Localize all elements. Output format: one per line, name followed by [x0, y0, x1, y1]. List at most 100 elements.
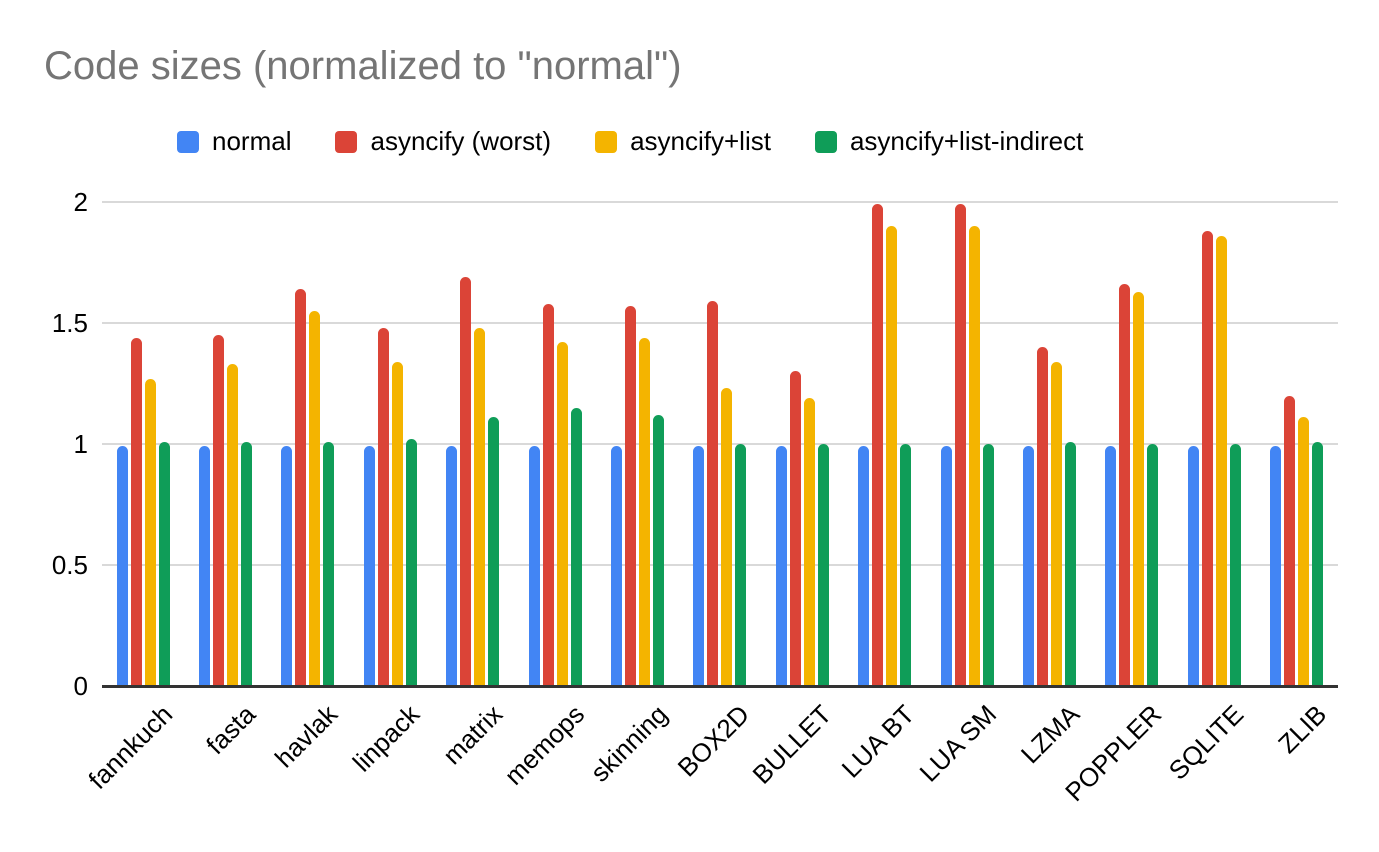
gridline-1-5 — [102, 322, 1338, 324]
legend-item-asyncify-worst[interactable]: asyncify (worst) — [335, 126, 551, 157]
x-axis-label-bullet: BULLET — [746, 699, 838, 790]
x-axis-label-havlak: havlak — [268, 699, 344, 774]
bar-normal-bullet[interactable] — [775, 446, 787, 686]
bar-asyncify-worst-fannkuch[interactable] — [130, 338, 142, 686]
x-axis-label-lua-sm: LUA SM — [913, 699, 1003, 788]
bar-asyncify-list-box2d[interactable] — [721, 388, 733, 686]
bar-normal-linpack[interactable] — [363, 446, 375, 686]
bar-asyncify-worst-bullet[interactable] — [789, 371, 801, 686]
bar-asyncify-worst-lua-bt[interactable] — [872, 204, 884, 686]
bar-normal-sqlite[interactable] — [1187, 446, 1199, 686]
bar-group-sqlite — [1173, 231, 1255, 686]
x-axis-label-box2d: BOX2D — [671, 699, 756, 783]
bar-asyncify-list-zlib[interactable] — [1298, 417, 1310, 686]
bar-group-linpack — [349, 328, 431, 686]
legend-item-asyncify-list[interactable]: asyncify+list — [595, 126, 771, 157]
chart-title: Code sizes (normalized to "normal") — [44, 44, 682, 88]
bar-normal-memops[interactable] — [528, 446, 540, 686]
bar-asyncify-worst-fasta[interactable] — [213, 335, 225, 686]
legend-item-label: asyncify+list-indirect — [849, 126, 1084, 156]
x-axis-label-lua-bt: LUA BT — [835, 699, 921, 784]
bar-normal-poppler[interactable] — [1105, 446, 1117, 686]
bar-normal-skinning[interactable] — [611, 446, 623, 686]
bar-asyncify-list-indirect-fannkuch[interactable] — [158, 442, 170, 686]
x-axis-label-skinning: skinning — [584, 699, 673, 788]
bar-asyncify-worst-havlak[interactable] — [295, 289, 307, 686]
bar-group-bullet — [761, 371, 843, 686]
bar-normal-box2d[interactable] — [693, 446, 705, 686]
bar-asyncify-list-memops[interactable] — [556, 342, 568, 686]
legend-swatch-icon — [814, 130, 837, 153]
bar-group-lua-bt — [844, 204, 926, 686]
bar-normal-lua-sm[interactable] — [940, 446, 952, 686]
bar-asyncify-list-indirect-memops[interactable] — [570, 408, 582, 686]
legend-item-label: asyncify+list — [630, 126, 771, 156]
bar-asyncify-worst-zlib[interactable] — [1284, 396, 1296, 686]
bar-asyncify-worst-linpack[interactable] — [377, 328, 389, 686]
bar-asyncify-list-indirect-box2d[interactable] — [735, 444, 747, 686]
bar-normal-havlak[interactable] — [281, 446, 293, 686]
bar-asyncify-list-lzma[interactable] — [1051, 362, 1063, 686]
legend-swatch-icon — [177, 130, 199, 153]
bar-asyncify-worst-sqlite[interactable] — [1201, 231, 1213, 686]
bar-asyncify-worst-matrix[interactable] — [460, 277, 472, 686]
y-tick-label-1-5: 1.5 — [51, 308, 88, 338]
bar-asyncify-list-indirect-bullet[interactable] — [817, 444, 829, 686]
bar-group-fannkuch — [102, 338, 184, 686]
bar-asyncify-worst-skinning[interactable] — [625, 306, 637, 686]
bar-asyncify-list-indirect-zlib[interactable] — [1312, 442, 1324, 686]
x-axis-label-matrix: matrix — [436, 699, 509, 771]
bar-group-box2d — [679, 301, 761, 686]
plot-area — [102, 201, 1338, 688]
y-tick-label-0: 0 — [73, 671, 88, 701]
gridline-2 — [102, 201, 1338, 203]
bar-asyncify-worst-poppler[interactable] — [1119, 284, 1131, 686]
bar-asyncify-list-indirect-sqlite[interactable] — [1229, 444, 1241, 686]
bar-asyncify-list-lua-bt[interactable] — [886, 226, 898, 686]
bar-normal-fasta[interactable] — [199, 446, 211, 686]
bar-asyncify-list-indirect-poppler[interactable] — [1147, 444, 1159, 686]
bar-asyncify-list-linpack[interactable] — [391, 362, 403, 686]
bar-normal-lua-bt[interactable] — [858, 446, 870, 686]
bar-asyncify-list-sqlite[interactable] — [1215, 236, 1227, 686]
bar-asyncify-worst-memops[interactable] — [542, 304, 554, 686]
bar-asyncify-list-skinning[interactable] — [639, 338, 651, 686]
bar-asyncify-list-fasta[interactable] — [227, 364, 239, 686]
bar-asyncify-list-bullet[interactable] — [803, 398, 815, 686]
bar-asyncify-list-lua-sm[interactable] — [968, 226, 980, 686]
bar-normal-zlib[interactable] — [1270, 446, 1282, 686]
bar-group-poppler — [1091, 284, 1173, 686]
bar-asyncify-worst-lzma[interactable] — [1037, 347, 1049, 686]
bar-normal-matrix[interactable] — [446, 446, 458, 686]
x-axis-label-zlib: ZLIB — [1271, 699, 1333, 760]
legend-item-normal[interactable]: normal — [177, 126, 291, 157]
legend-swatch-icon — [335, 130, 358, 153]
y-tick-label-1: 1 — [73, 429, 88, 459]
bar-asyncify-list-indirect-fasta[interactable] — [241, 442, 253, 686]
x-axis-label-fannkuch: fannkuch — [82, 699, 179, 795]
bar-normal-lzma[interactable] — [1023, 446, 1035, 686]
bar-asyncify-list-indirect-lua-sm[interactable] — [982, 444, 994, 686]
bar-asyncify-list-matrix[interactable] — [474, 328, 486, 686]
bar-asyncify-list-indirect-havlak[interactable] — [323, 442, 335, 686]
bar-asyncify-list-poppler[interactable] — [1133, 292, 1145, 686]
bar-group-skinning — [596, 306, 678, 686]
bar-asyncify-worst-box2d[interactable] — [707, 301, 719, 686]
x-axis-label-memops: memops — [498, 699, 591, 791]
bar-group-fasta — [184, 335, 266, 686]
legend-item-asyncify-list-indirect[interactable]: asyncify+list-indirect — [814, 126, 1084, 157]
bar-asyncify-list-indirect-linpack[interactable] — [405, 439, 417, 686]
bar-asyncify-worst-lua-sm[interactable] — [954, 204, 966, 686]
bar-asyncify-list-indirect-lua-bt[interactable] — [900, 444, 912, 686]
bar-asyncify-list-fannkuch[interactable] — [144, 379, 156, 686]
bar-asyncify-list-indirect-matrix[interactable] — [488, 417, 500, 686]
bar-asyncify-list-indirect-lzma[interactable] — [1065, 442, 1077, 686]
bar-asyncify-list-indirect-skinning[interactable] — [653, 415, 665, 686]
legend-item-label: normal — [212, 126, 292, 156]
bar-normal-fannkuch[interactable] — [116, 446, 128, 686]
legend-swatch-icon — [595, 130, 618, 153]
bar-group-zlib — [1256, 396, 1338, 686]
bar-asyncify-list-havlak[interactable] — [309, 311, 321, 686]
x-axis-label-linpack: linpack — [347, 699, 426, 778]
